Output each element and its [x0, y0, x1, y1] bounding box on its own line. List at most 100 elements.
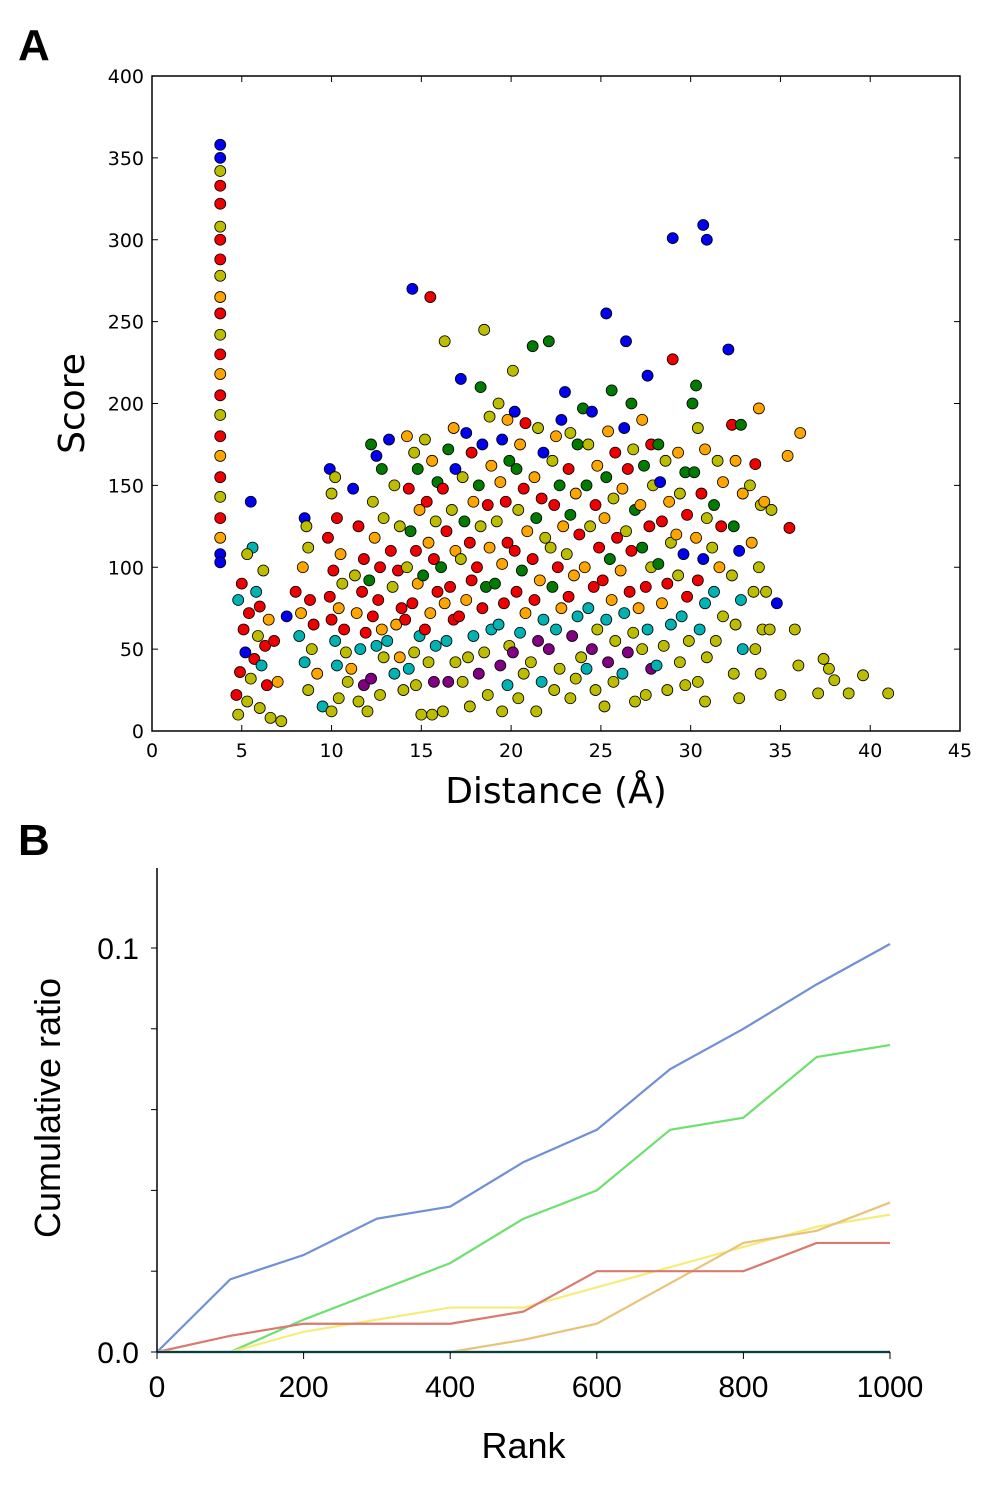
scatter-point [235, 577, 248, 590]
scatter-point [243, 607, 255, 619]
scatter-point [463, 700, 476, 713]
scatter-point [625, 397, 638, 410]
scatter-point [569, 672, 582, 685]
scatter-point [715, 520, 728, 533]
scatter-point [713, 561, 726, 574]
scatter-point [616, 667, 629, 680]
scatter-point [442, 675, 455, 688]
scatter-point [447, 422, 460, 434]
scatter-point [700, 233, 713, 246]
scatter-point [250, 585, 263, 598]
scatter-point [499, 495, 512, 508]
scatter-point [426, 708, 439, 721]
scatter-point [496, 558, 509, 570]
scatter-point [623, 585, 636, 598]
scatter-point [239, 646, 252, 659]
x-tick-label: 0 [146, 740, 158, 762]
y-tick-label: 350 [108, 148, 144, 170]
scatter-point [559, 386, 571, 398]
scatter-point [634, 499, 647, 511]
y-axis-label: Cumulative ratio [27, 978, 68, 1238]
scatter-point [252, 630, 264, 642]
scatter-point [456, 675, 469, 688]
scatter-point [616, 482, 629, 495]
scatter-point [483, 410, 496, 423]
scatter-point [682, 635, 695, 647]
scatter-point [368, 531, 381, 544]
scatter-point [331, 659, 343, 672]
scatter-point [438, 597, 451, 610]
scatter-point [404, 525, 417, 538]
scatter-point [449, 656, 462, 669]
scatter-point [661, 684, 674, 696]
scatter-point [411, 577, 424, 590]
scatter-points [214, 138, 895, 728]
scatter-point [752, 561, 765, 574]
scatter-point [420, 495, 433, 508]
y-axis-label: Score [52, 353, 93, 454]
x-tick-label: 400 [425, 1371, 475, 1404]
x-tick-label: 1000 [857, 1371, 924, 1404]
scatter-point [621, 646, 634, 659]
scatter-point [553, 662, 566, 675]
y-ticks: 0.0 0.1 [97, 933, 139, 1370]
scatter-point [507, 646, 519, 659]
scatter-point [295, 607, 307, 619]
scatter-point [524, 656, 537, 669]
scatter-point [214, 471, 227, 484]
scatter-point [578, 561, 591, 574]
scatter-point [580, 479, 593, 492]
scatter-point [535, 492, 548, 505]
scatter-point [390, 618, 403, 631]
scatter-point [659, 454, 672, 467]
scatter-point [474, 381, 487, 394]
scatter-point [395, 602, 408, 615]
scatter-point [627, 626, 640, 639]
scatter-point [632, 602, 645, 615]
scatter-point [214, 253, 227, 266]
scatter-point [401, 561, 413, 574]
scatter-point [792, 659, 805, 672]
scatter-point [620, 335, 632, 348]
scatter-point [697, 219, 710, 231]
scatter-point [244, 672, 257, 685]
scatter-point [375, 463, 388, 475]
scatter-point [729, 454, 742, 467]
x-tick-label: 25 [589, 740, 613, 762]
scatter-point [481, 689, 494, 701]
scatter-point [307, 618, 320, 631]
x-tick-label: 15 [409, 740, 433, 762]
scatter-point [603, 553, 616, 565]
scatter-point [812, 687, 825, 700]
scatter-point [638, 459, 650, 472]
scatter-point [498, 597, 510, 610]
scatter-point [388, 479, 401, 492]
scatter-point [600, 613, 613, 626]
scatter-point [749, 643, 762, 656]
scatter-point [354, 643, 367, 656]
scatter-point [323, 590, 336, 603]
scatter-point [736, 643, 749, 656]
scatter-point [428, 553, 440, 565]
x-tick-label: 35 [768, 740, 792, 762]
scatter-point [329, 471, 342, 484]
scatter-point [214, 291, 227, 303]
scatter-point [598, 700, 611, 713]
scatter-point [388, 667, 401, 680]
scatter-point [550, 623, 562, 636]
scatter-point [214, 179, 227, 192]
scatter-point [528, 471, 541, 484]
y-tick-label: 150 [108, 475, 144, 497]
x-axis-label: Distance (Å) [445, 769, 667, 812]
scatter-point [429, 639, 442, 652]
scatter-point [275, 715, 288, 728]
scatter-point [605, 384, 618, 397]
scatter-point [555, 602, 568, 615]
scatter-point [517, 667, 530, 680]
scatter-point [214, 197, 227, 210]
scatter-point [422, 536, 435, 549]
scatter-point [735, 418, 747, 431]
scatter-point [681, 590, 693, 603]
panel-a-letter: A [18, 21, 50, 70]
